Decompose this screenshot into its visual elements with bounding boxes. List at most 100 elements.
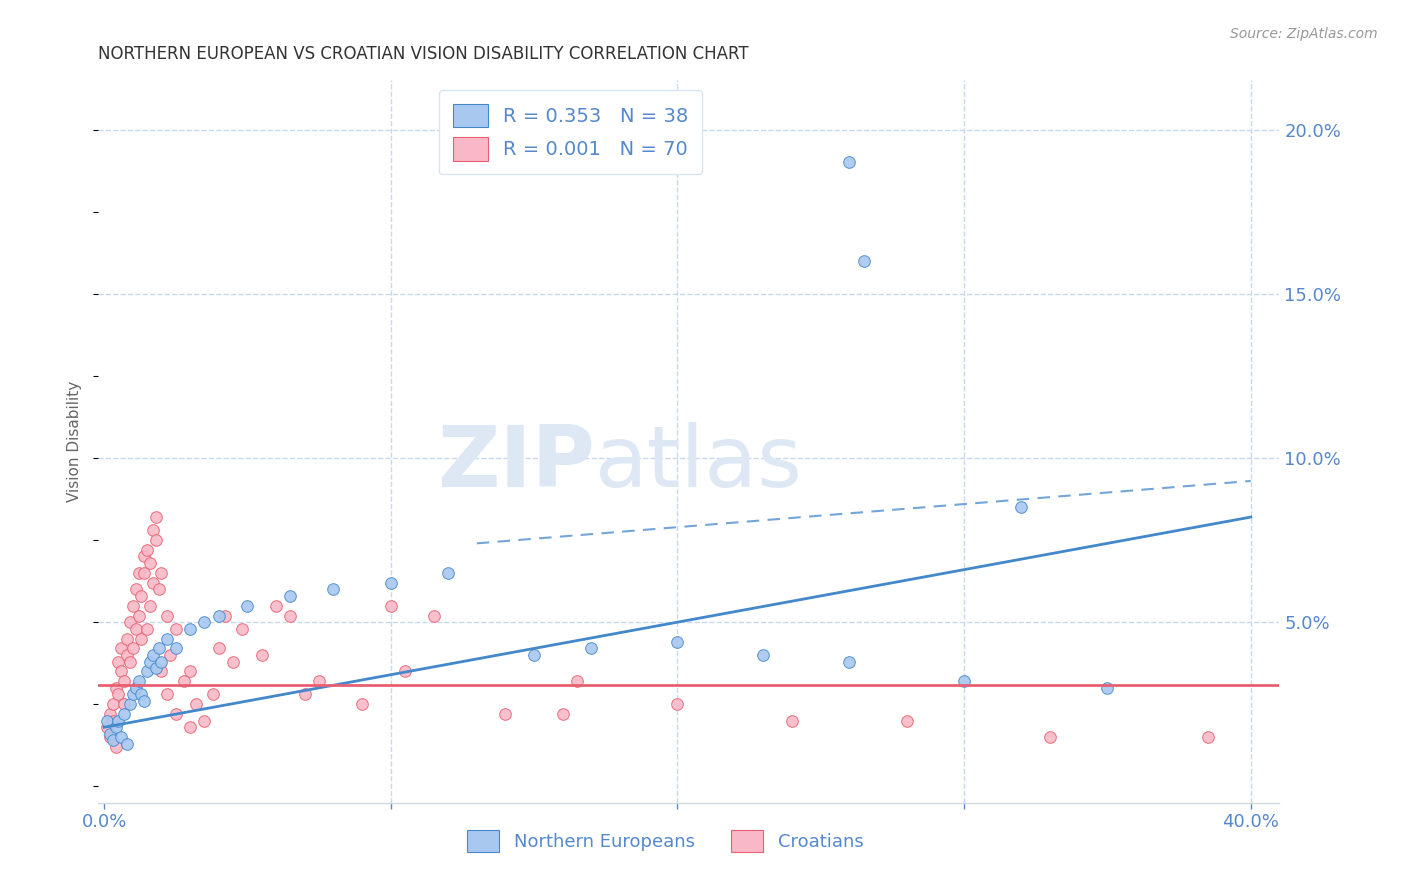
Point	[523, 648, 546, 662]
Point	[98, 707, 121, 722]
Point	[110, 641, 132, 656]
Point	[308, 674, 330, 689]
Point	[101, 714, 124, 728]
Point	[145, 533, 167, 547]
Point	[953, 674, 976, 689]
Point	[142, 523, 165, 537]
Point	[294, 687, 316, 701]
Point	[96, 714, 118, 728]
Point	[148, 641, 170, 656]
Point	[145, 661, 167, 675]
Y-axis label: Vision Disability: Vision Disability	[67, 381, 83, 502]
Point	[179, 622, 201, 636]
Point	[193, 714, 215, 728]
Point	[101, 733, 124, 747]
Point	[128, 566, 150, 580]
Point	[380, 599, 402, 613]
Point	[352, 698, 374, 712]
Point	[852, 253, 875, 268]
Point	[139, 599, 162, 613]
Point	[142, 648, 165, 662]
Point	[150, 665, 173, 679]
Point	[150, 655, 173, 669]
Point	[581, 641, 603, 656]
Point	[110, 730, 132, 744]
Point	[128, 674, 150, 689]
Point	[131, 632, 153, 646]
Point	[112, 698, 135, 712]
Point	[280, 589, 302, 603]
Point	[115, 632, 138, 646]
Point	[118, 615, 141, 630]
Point	[104, 739, 127, 754]
Point	[142, 575, 165, 590]
Point	[666, 698, 689, 712]
Point	[322, 582, 344, 597]
Point	[214, 608, 236, 623]
Point	[423, 608, 446, 623]
Point	[139, 556, 162, 570]
Point	[125, 582, 148, 597]
Point	[121, 687, 143, 701]
Point	[380, 575, 402, 590]
Point	[96, 720, 118, 734]
Point	[110, 665, 132, 679]
Point	[752, 648, 775, 662]
Point	[134, 566, 156, 580]
Point	[112, 674, 135, 689]
Point	[136, 542, 159, 557]
Point	[437, 566, 460, 580]
Point	[208, 608, 231, 623]
Point	[101, 698, 124, 712]
Point	[666, 635, 689, 649]
Point	[208, 641, 231, 656]
Text: atlas: atlas	[595, 422, 803, 505]
Point	[107, 714, 129, 728]
Point	[159, 648, 181, 662]
Point	[136, 665, 159, 679]
Point	[565, 674, 588, 689]
Point	[107, 687, 129, 701]
Point	[179, 720, 201, 734]
Point	[264, 599, 287, 613]
Legend: Northern Europeans, Croatians: Northern Europeans, Croatians	[460, 822, 870, 859]
Point	[115, 648, 138, 662]
Text: Source: ZipAtlas.com: Source: ZipAtlas.com	[1230, 27, 1378, 41]
Point	[128, 608, 150, 623]
Point	[896, 714, 918, 728]
Point	[134, 694, 156, 708]
Text: NORTHERN EUROPEAN VS CROATIAN VISION DISABILITY CORRELATION CHART: NORTHERN EUROPEAN VS CROATIAN VISION DIS…	[98, 45, 749, 62]
Point	[121, 599, 143, 613]
Point	[231, 622, 253, 636]
Point	[280, 608, 302, 623]
Point	[1197, 730, 1219, 744]
Point	[165, 641, 187, 656]
Point	[551, 707, 574, 722]
Point	[125, 622, 148, 636]
Point	[250, 648, 273, 662]
Point	[1039, 730, 1062, 744]
Point	[131, 589, 153, 603]
Point	[139, 655, 162, 669]
Point	[98, 730, 121, 744]
Point	[1097, 681, 1119, 695]
Point	[148, 582, 170, 597]
Point	[838, 655, 860, 669]
Point	[165, 707, 187, 722]
Point	[131, 687, 153, 701]
Point	[222, 655, 245, 669]
Point	[495, 707, 517, 722]
Point	[98, 727, 121, 741]
Point	[165, 622, 187, 636]
Point	[134, 549, 156, 564]
Point	[156, 632, 179, 646]
Point	[838, 155, 860, 169]
Point	[236, 599, 259, 613]
Point	[156, 608, 179, 623]
Point	[136, 622, 159, 636]
Point	[118, 655, 141, 669]
Point	[193, 615, 215, 630]
Point	[125, 681, 148, 695]
Point	[104, 681, 127, 695]
Point	[184, 698, 207, 712]
